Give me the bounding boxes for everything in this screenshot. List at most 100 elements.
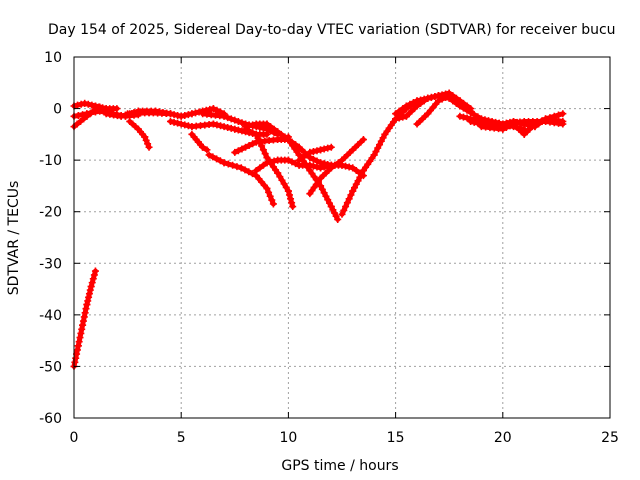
data-point <box>74 342 82 350</box>
data-point <box>245 168 253 176</box>
data-point <box>559 110 567 118</box>
data-point <box>79 321 87 329</box>
data-point <box>216 157 224 165</box>
data-point <box>205 151 213 159</box>
data-point <box>274 128 282 136</box>
data-point <box>456 102 464 110</box>
data-point <box>434 92 442 100</box>
data-point <box>238 119 246 127</box>
data-point <box>220 112 228 120</box>
data-point <box>81 309 89 317</box>
data-point <box>467 117 475 125</box>
data-point <box>174 119 182 127</box>
tick-layer: 0 5 10 15 20 25 -60 -50 -40 -30 -20 -10 0 10 <box>39 50 619 446</box>
data-point <box>88 279 96 287</box>
data-point <box>227 115 235 123</box>
data-point <box>252 166 260 174</box>
data-point <box>203 146 211 154</box>
data-point <box>327 143 335 151</box>
data-point <box>317 159 325 167</box>
data-point <box>456 112 464 120</box>
data-point <box>242 123 250 131</box>
data-point <box>241 166 249 174</box>
data-point <box>459 104 467 112</box>
data-point <box>295 156 303 164</box>
data-point <box>535 118 543 126</box>
data-point <box>531 120 539 128</box>
data-point <box>340 206 348 214</box>
data-point <box>237 164 245 172</box>
data-point <box>263 185 271 193</box>
data-point <box>288 199 296 207</box>
data-point <box>342 203 350 211</box>
series-track-18 <box>295 143 335 164</box>
y-tick-label: 10 <box>44 50 62 66</box>
data-point <box>80 313 88 321</box>
series-track-10 <box>188 130 211 154</box>
data-point <box>317 146 325 154</box>
data-point <box>181 121 189 129</box>
data-point <box>288 138 296 146</box>
data-point <box>184 111 192 119</box>
data-point <box>249 140 257 148</box>
data-point <box>259 161 267 169</box>
data-point <box>72 354 80 362</box>
data-point <box>91 108 99 116</box>
data-point <box>231 125 239 133</box>
data-point <box>324 144 332 152</box>
data-point <box>359 136 367 144</box>
series-track-11 <box>205 151 277 208</box>
data-point <box>233 163 241 171</box>
data-point <box>306 161 314 169</box>
data-point <box>84 100 92 108</box>
data-point <box>191 109 199 117</box>
data-point <box>502 123 510 131</box>
data-point <box>524 121 532 129</box>
data-point <box>506 122 514 130</box>
data-point <box>406 100 414 108</box>
data-point <box>331 161 339 169</box>
data-point <box>242 143 250 151</box>
data-point <box>245 142 253 150</box>
data-point <box>395 107 403 115</box>
data-point <box>499 125 507 133</box>
data-point <box>234 117 242 125</box>
data-point <box>449 97 457 105</box>
data-point <box>166 110 174 118</box>
data-point <box>420 95 428 103</box>
data-point <box>285 191 293 199</box>
data-point <box>320 160 328 168</box>
data-point <box>88 101 96 109</box>
data-point <box>302 151 310 159</box>
data-point <box>199 143 207 151</box>
y-tick-label: 0 <box>53 102 62 118</box>
data-point <box>87 109 95 117</box>
data-point <box>299 154 307 162</box>
data-point <box>252 130 260 138</box>
data-point <box>96 107 104 115</box>
data-point <box>231 116 239 124</box>
data-point <box>313 157 321 165</box>
data-point <box>238 145 246 153</box>
data-point <box>270 157 278 165</box>
data-point <box>538 117 546 125</box>
data-point <box>352 166 360 174</box>
data-point <box>259 146 267 154</box>
data-point <box>517 119 525 127</box>
data-point <box>345 195 353 203</box>
data-point <box>338 210 346 218</box>
data-point <box>74 101 82 109</box>
data-point <box>85 293 93 301</box>
data-point <box>217 122 225 130</box>
series-track-06 <box>126 117 153 151</box>
data-point <box>249 129 257 137</box>
data-point <box>424 94 432 102</box>
y-tick-label: -60 <box>39 411 62 427</box>
data-point <box>256 138 264 146</box>
data-point <box>209 153 217 161</box>
data-point <box>284 156 292 164</box>
data-point <box>292 160 300 168</box>
data-point <box>82 305 90 313</box>
data-point <box>345 163 353 171</box>
data-point <box>227 124 235 132</box>
